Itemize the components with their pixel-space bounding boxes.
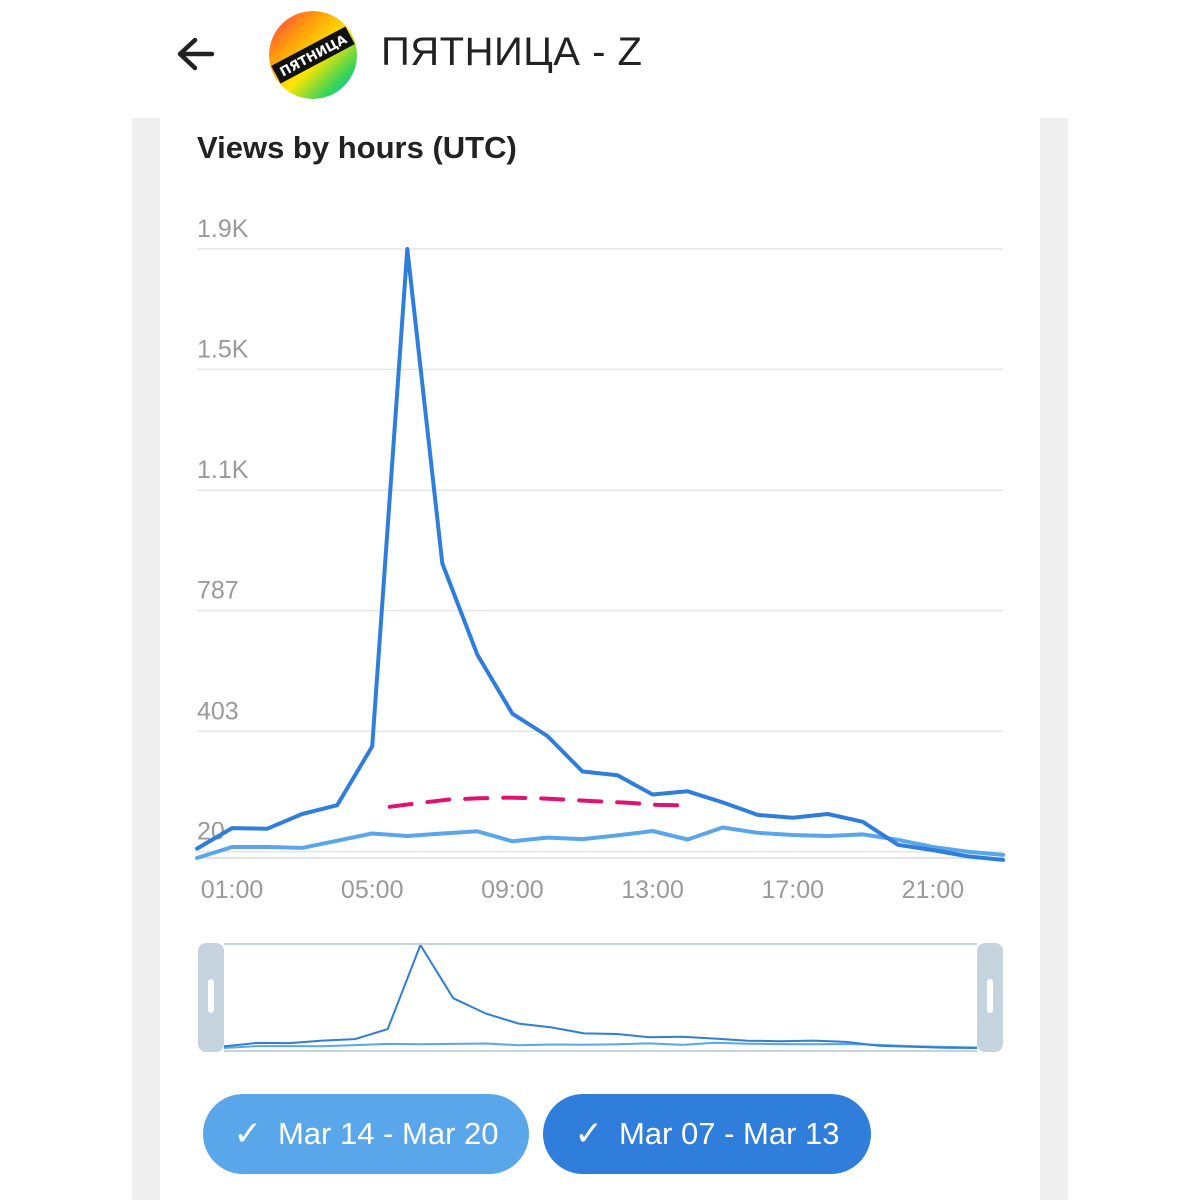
x-tick-label: 21:00 xyxy=(902,876,965,904)
chart-title: Views by hours (UTC) xyxy=(197,130,517,165)
navigator-bottom-border xyxy=(224,1050,977,1052)
x-tick-label: 13:00 xyxy=(621,876,684,904)
arrow-left-icon xyxy=(177,37,215,71)
channel-logo: ПЯТНИЦА xyxy=(269,11,357,99)
back-button[interactable] xyxy=(166,26,226,86)
x-tick-label: 09:00 xyxy=(481,876,544,904)
y-tick-label: 1.9K xyxy=(197,215,249,243)
x-tick-label: 17:00 xyxy=(761,876,824,904)
series-line[interactable] xyxy=(195,247,1005,862)
navigator-series-line xyxy=(223,1041,978,1049)
range-handle-grip xyxy=(208,979,214,1013)
x-tick-label: 05:00 xyxy=(341,876,404,904)
check-icon: ✓ xyxy=(233,1115,262,1153)
y-tick-label: 403 xyxy=(197,697,239,725)
avatar[interactable]: ПЯТНИЦА xyxy=(269,11,357,99)
right-gutter xyxy=(1040,118,1068,1200)
y-tick-label: 1.1K xyxy=(197,456,249,484)
header-bar: ПЯТНИЦА ПЯТНИЦА - Z xyxy=(0,0,1200,118)
legend-toggle-mar07-mar13[interactable]: ✓ Mar 07 - Mar 13 xyxy=(543,1094,871,1174)
legend-label-a: Mar 14 - Mar 20 xyxy=(277,1116,499,1151)
annotation-dashed-line xyxy=(387,795,690,809)
y-tick-label: 787 xyxy=(197,577,239,605)
check-icon: ✓ xyxy=(574,1115,603,1153)
navigator-series-line xyxy=(223,942,978,1049)
series-line[interactable] xyxy=(195,825,1005,860)
legend-label-b: Mar 07 - Mar 13 xyxy=(618,1116,840,1151)
legend-toggle-mar14-mar20[interactable]: ✓ Mar 14 - Mar 20 xyxy=(203,1094,529,1174)
x-tick-label: 01:00 xyxy=(201,876,264,904)
navigator-top-border xyxy=(224,943,977,945)
range-handle-grip xyxy=(987,979,993,1013)
channel-title: ПЯТНИЦА - Z xyxy=(381,30,643,74)
y-tick-label: 1.5K xyxy=(197,335,249,363)
range-navigator[interactable] xyxy=(198,943,1003,1052)
left-gutter xyxy=(132,118,160,1200)
